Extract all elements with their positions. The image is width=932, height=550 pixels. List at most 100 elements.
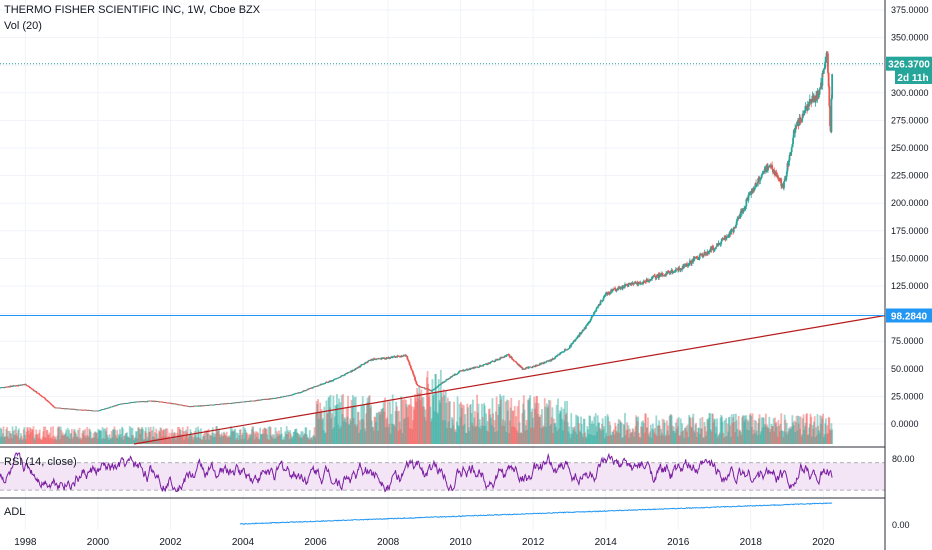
volume-bar (263, 427, 266, 444)
candle-body (31, 388, 34, 390)
volume-bar (166, 428, 169, 444)
candle-body (257, 400, 259, 401)
candle-body (444, 380, 447, 382)
volume-bar (732, 417, 734, 444)
adl-indicator-label[interactable]: ADL (4, 506, 26, 518)
candle-body (734, 227, 737, 229)
volume-bar (750, 415, 753, 444)
volume-bar (760, 431, 762, 444)
candle-body (14, 385, 17, 387)
volume-bar (434, 374, 437, 444)
volume-bar (717, 435, 720, 444)
candle-body (40, 395, 43, 397)
candle-body (571, 342, 574, 344)
volume-bar (707, 420, 709, 444)
volume-bar (199, 438, 202, 444)
volume-bar (792, 422, 794, 444)
volume-bar (672, 430, 674, 444)
volume-bar (500, 396, 503, 444)
candle-body (827, 72, 830, 87)
volume-bar (462, 425, 465, 444)
volume-bar (574, 431, 577, 444)
volume-bar (293, 431, 296, 444)
volume-indicator-label[interactable]: Vol (20) (4, 20, 42, 32)
volume-bar (34, 434, 37, 444)
candle-body (790, 147, 793, 153)
volume-bar (725, 418, 728, 444)
volume-bar (714, 433, 717, 444)
volume-bar (465, 432, 467, 444)
candle-body (614, 288, 617, 290)
candle-body (408, 361, 411, 365)
volume-bar (469, 405, 472, 444)
volume-bar (675, 428, 678, 444)
volume-bar (801, 434, 804, 444)
symbol-title[interactable]: THERMO FISHER SCIENTIFIC INC, 1W, Cboe B… (4, 4, 261, 16)
volume-bar (77, 438, 80, 444)
volume-bar (59, 439, 61, 444)
volume-bar (804, 426, 806, 444)
candle-body (351, 370, 354, 372)
volume-bar (640, 421, 643, 444)
volume-bar (628, 428, 631, 444)
volume-bar (522, 403, 525, 444)
candle-body (114, 405, 117, 407)
candle-body (761, 174, 764, 175)
candle-body (304, 390, 307, 392)
price-scale[interactable] (885, 0, 932, 550)
candle-body (658, 273, 661, 276)
rsi-indicator-label[interactable]: RSI (14, close) (4, 456, 77, 468)
candle-body (666, 270, 669, 275)
volume-bar (524, 430, 527, 444)
volume-bar (3, 436, 6, 444)
volume-bar (608, 421, 611, 444)
candle-body (169, 402, 172, 404)
volume-bar (523, 409, 526, 444)
candle-body (540, 362, 543, 365)
volume-bar (53, 435, 56, 444)
volume-bar (165, 428, 167, 444)
volume-bar (754, 433, 757, 444)
volume-bar (297, 433, 300, 444)
volume-bar (497, 404, 500, 444)
volume-bar (164, 429, 167, 444)
volume-bar (21, 439, 24, 444)
volume-bar (679, 435, 681, 444)
candle-body (317, 385, 320, 387)
candle-body (663, 275, 665, 277)
volume-bar (698, 427, 700, 444)
volume-bar (355, 426, 358, 444)
volume-bar (96, 432, 98, 444)
volume-bar (130, 435, 133, 444)
candle-body (146, 401, 149, 403)
candle-body (35, 391, 38, 393)
volume-bar (260, 434, 263, 444)
volume-bar (545, 403, 548, 444)
candle-body (524, 368, 527, 370)
volume-bar (469, 404, 472, 444)
volume-bar (19, 437, 22, 444)
volume-bar (230, 431, 233, 444)
candle-body (757, 178, 760, 184)
volume-bar (709, 429, 712, 444)
candle-body (268, 399, 271, 400)
volume-bar (91, 437, 93, 444)
volume-bar (485, 413, 488, 444)
volume-bar (808, 427, 811, 444)
candle-body (775, 171, 778, 176)
candle-body (6, 386, 9, 388)
volume-bar (578, 430, 581, 444)
candle-body (315, 386, 318, 387)
volume-bar (428, 392, 431, 444)
candle-body (531, 367, 534, 369)
volume-bar (210, 435, 213, 444)
trend-line[interactable] (134, 314, 886, 445)
candle-body (738, 215, 741, 219)
volume-bar (220, 434, 223, 444)
volume-bar (628, 437, 631, 444)
volume-bar (787, 428, 790, 444)
volume-bar (135, 431, 138, 444)
candle-body (423, 387, 426, 389)
candle-body (503, 356, 506, 358)
